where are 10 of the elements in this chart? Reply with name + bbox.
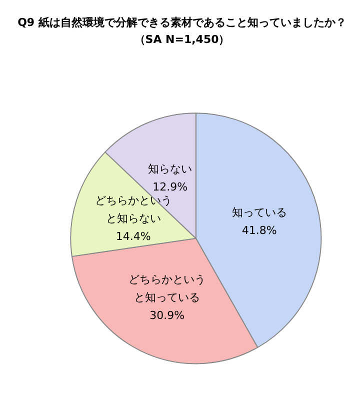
data-label: 41.8% (242, 224, 277, 238)
data-label: 12.9% (152, 180, 188, 194)
chart-title: Q9 紙は自然環境で分解できる素材であること知っていましたか？ (18, 16, 346, 29)
slice-label: どちらかというと知らない (94, 194, 172, 226)
slice-label: 知らない (148, 162, 192, 176)
chart-subtitle: （SA N=1,450） (134, 33, 230, 46)
data-label: 30.9% (150, 308, 185, 322)
slice-label: どちらかというと知っている (128, 272, 206, 304)
data-label: 14.4% (116, 230, 151, 244)
slice-label: 知っている (232, 206, 287, 220)
